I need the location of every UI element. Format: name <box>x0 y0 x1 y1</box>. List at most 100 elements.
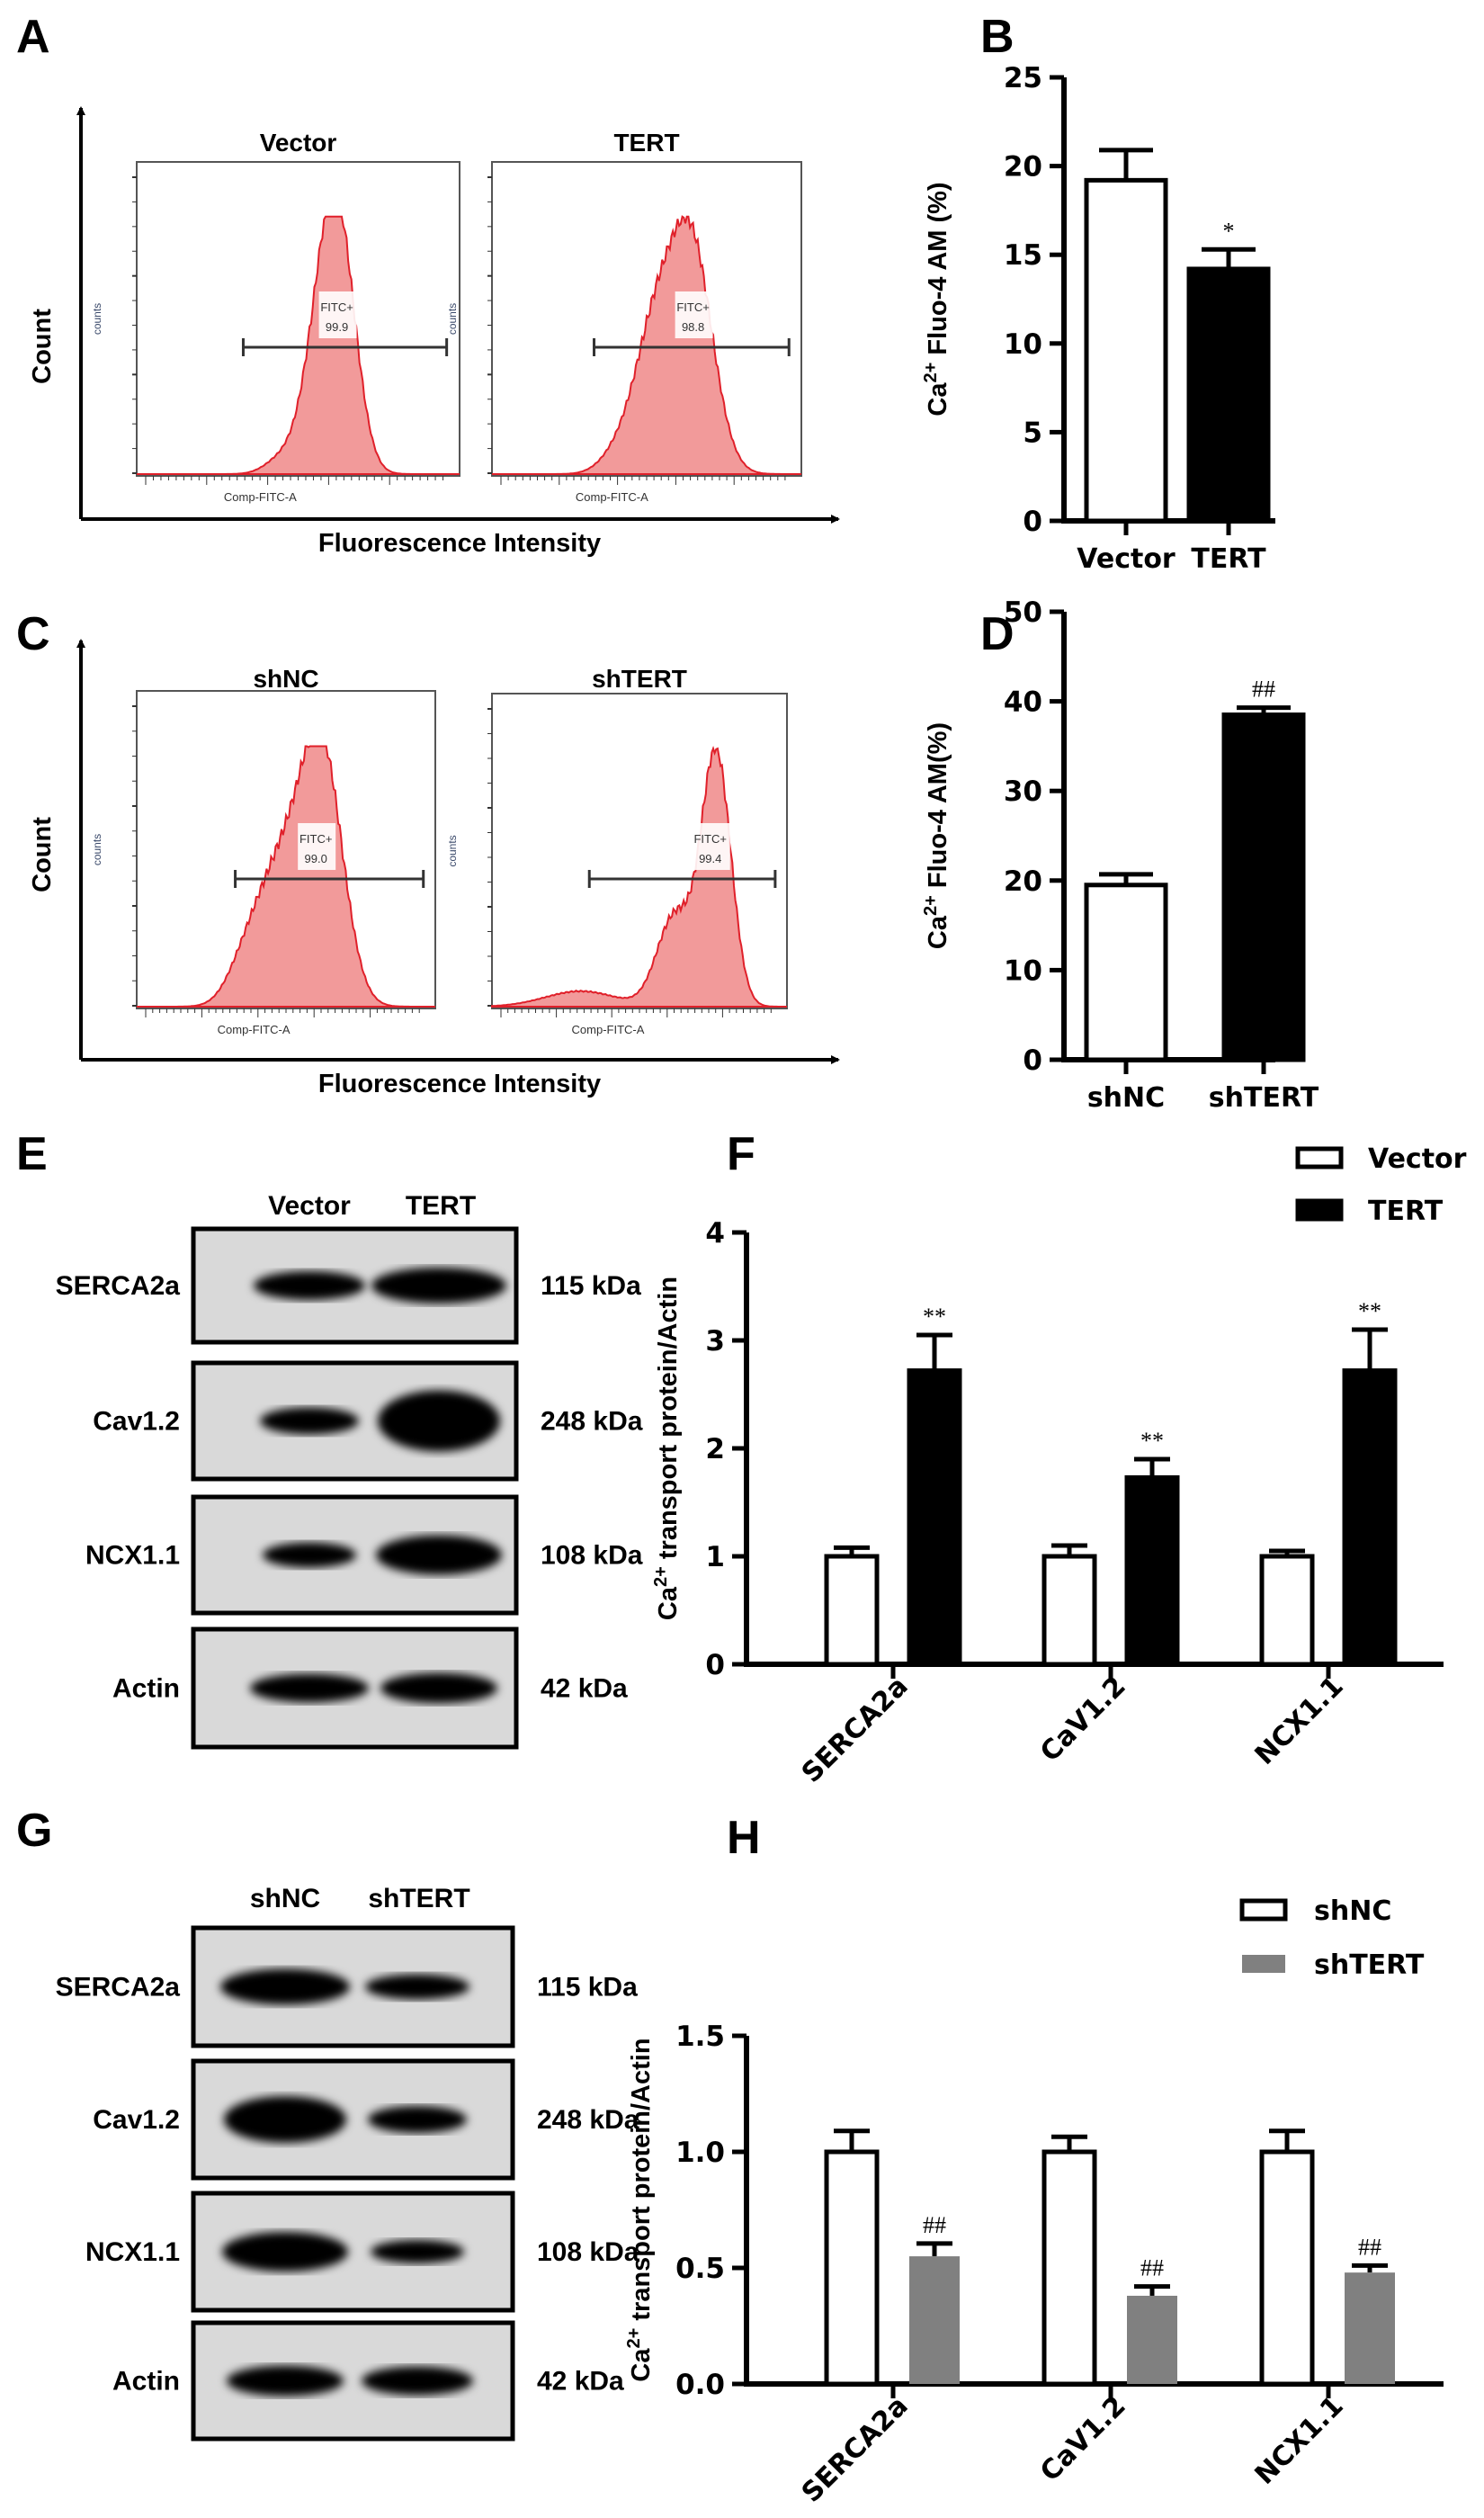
y-label-sup: 2+ <box>651 1566 671 1587</box>
y-tick-label: 30 <box>1004 775 1042 808</box>
x-tick-label: Vector <box>1077 543 1176 575</box>
y-tick-label: 3 <box>705 1325 725 1358</box>
gate-value: 98.8 <box>682 320 704 334</box>
gate-value: 99.4 <box>699 852 721 865</box>
band <box>371 1268 506 1304</box>
band <box>378 1390 500 1452</box>
significance-mark: ** <box>1140 1428 1164 1454</box>
bar <box>1342 1368 1398 1667</box>
bar <box>824 2149 880 2387</box>
y-label-sup: 2+ <box>624 2328 644 2349</box>
flow-panel-c: Count Fluorescence Intensity shNC FITC+ 99.0… <box>28 639 840 1098</box>
sample-title: Vector <box>260 129 337 157</box>
band <box>250 1673 369 1703</box>
y-tick-label: 0 <box>705 1649 725 1681</box>
significance-mark: ** <box>1358 1298 1381 1324</box>
legend-label: shNC <box>1314 1895 1391 1927</box>
gate-label-bg <box>692 823 730 870</box>
size-label: 115 kDa <box>537 1973 638 2003</box>
band <box>220 1968 350 2005</box>
legend-label: Vector <box>1368 1143 1467 1175</box>
x-tick-label: NCX1.1 <box>1249 1671 1350 1771</box>
bar <box>1127 2295 1177 2384</box>
size-label: 248 kDa <box>537 2105 639 2135</box>
gate-value: 99.9 <box>326 320 348 334</box>
band <box>376 1535 502 1575</box>
histogram-curve <box>491 745 787 1008</box>
x-axis-label: Fluorescence Intensity <box>318 1070 601 1098</box>
bar-chart-h: 0.0 0.5 1.0 1.5 Ca2+ transport protein/Actin… <box>624 1895 1444 2509</box>
y-axis-label: Ca2+ transport protein/Actin <box>651 1277 683 1620</box>
y-tick-label: 5 <box>1023 417 1042 449</box>
protein-label: Actin <box>112 2367 180 2397</box>
x-tick-label: CaV1.2 <box>1034 2390 1132 2488</box>
histogram-tert: TERT FITC+ 98.8 counts Comp-FITC-A <box>446 129 802 504</box>
panel-label-d: D <box>980 608 1015 660</box>
x-tick-label: TERT <box>1191 543 1266 575</box>
bar <box>1186 266 1271 524</box>
bar <box>909 2256 960 2384</box>
blot-row-actin: Actin 42 kDa <box>112 2320 624 2442</box>
x-axis-label: Fluorescence Intensity <box>318 529 601 558</box>
bar-chart-d: 0 10 20 30 40 50 Ca2+ Fluo-4 AM(%) shNC shTERT ## <box>921 596 1319 1114</box>
bar <box>824 1554 880 1667</box>
protein-label: Actin <box>112 1674 180 1704</box>
bar-chart-b: 0 5 10 15 20 25 Ca2+ Fluo-4 AM (%) Vector TERT * <box>921 62 1275 575</box>
size-label: 248 kDa <box>541 1407 643 1437</box>
inner-y-label: counts <box>91 834 103 865</box>
significance-mark: ## <box>1358 2234 1381 2260</box>
gate-label-bg <box>298 823 336 870</box>
significance-mark: ## <box>923 2212 946 2238</box>
y-label-rest: Fluo-4 AM (%) <box>924 182 952 362</box>
y-label-rest: transport protein/Actin <box>627 2038 656 2327</box>
bar <box>1041 1554 1097 1667</box>
blot-row-cav1-2: Cav1.2 248 kDa <box>93 2058 639 2181</box>
y-tick-label: 1.0 <box>675 2137 725 2169</box>
panel-label-c: C <box>16 608 50 660</box>
x-tick-label: SERCA2a <box>796 2390 915 2509</box>
x-tick-label: shNC <box>1087 1082 1165 1114</box>
bar <box>907 1368 962 1667</box>
bar <box>1259 2149 1315 2387</box>
legend-swatch <box>1295 1198 1344 1222</box>
blot-row-actin: Actin 42 kDa <box>112 1626 628 1750</box>
size-label: 115 kDa <box>541 1271 641 1301</box>
band <box>365 1974 469 2000</box>
bar <box>1041 2149 1097 2387</box>
protein-label: Cav1.2 <box>93 2105 180 2135</box>
gate-label: FITC+ <box>299 832 332 846</box>
gate-value: 99.0 <box>305 852 327 865</box>
y-tick-label: 10 <box>1004 954 1042 987</box>
y-axis-label: Ca2+ Fluo-4 AM(%) <box>921 722 952 949</box>
y-label-rest: transport protein/Actin <box>654 1277 683 1566</box>
legend-swatch <box>1242 1955 1285 1973</box>
y-label-sup: 2+ <box>921 895 941 916</box>
band <box>362 2366 473 2396</box>
y-tick-label: 1 <box>705 1541 725 1573</box>
bar <box>1345 2272 1395 2384</box>
band <box>263 1542 356 1568</box>
sample-title: shTERT <box>592 665 687 693</box>
x-tick-label: CaV1.2 <box>1034 1671 1132 1769</box>
y-axis-label: Ca2+ Fluo-4 AM (%) <box>921 182 952 416</box>
inner-x-label: Comp-FITC-A <box>218 1023 291 1036</box>
band <box>222 2232 348 2272</box>
y-tick-label: 1.5 <box>675 2021 725 2053</box>
histogram-vector: Vector FITC+ 99.9 counts Comp-FITC-A <box>91 129 460 504</box>
western-blot-g: shNC shTERT SERCA2a 115 kDa Cav1.2 248 kDa NCX… <box>56 1884 639 2442</box>
y-tick-label: 40 <box>1004 686 1042 719</box>
y-tick-label: 0 <box>1023 1044 1042 1077</box>
y-tick-label: 15 <box>1004 239 1042 272</box>
bar <box>1084 177 1168 524</box>
y-tick-label: 20 <box>1004 151 1042 184</box>
sample-title: TERT <box>613 129 679 157</box>
panel-label-a: A <box>16 11 50 63</box>
western-blot-e: Vector TERT SERCA2a 115 kDa Cav1.2 248 kDa NCX… <box>56 1191 643 1750</box>
significance-mark: * <box>1223 218 1235 244</box>
histogram-curve <box>137 215 460 475</box>
inner-y-label: counts <box>446 303 459 335</box>
gate-label-bg <box>318 291 357 338</box>
legend-label: TERT <box>1368 1196 1444 1227</box>
blot-row-cav1-2: Cav1.2 248 kDa <box>93 1360 643 1482</box>
